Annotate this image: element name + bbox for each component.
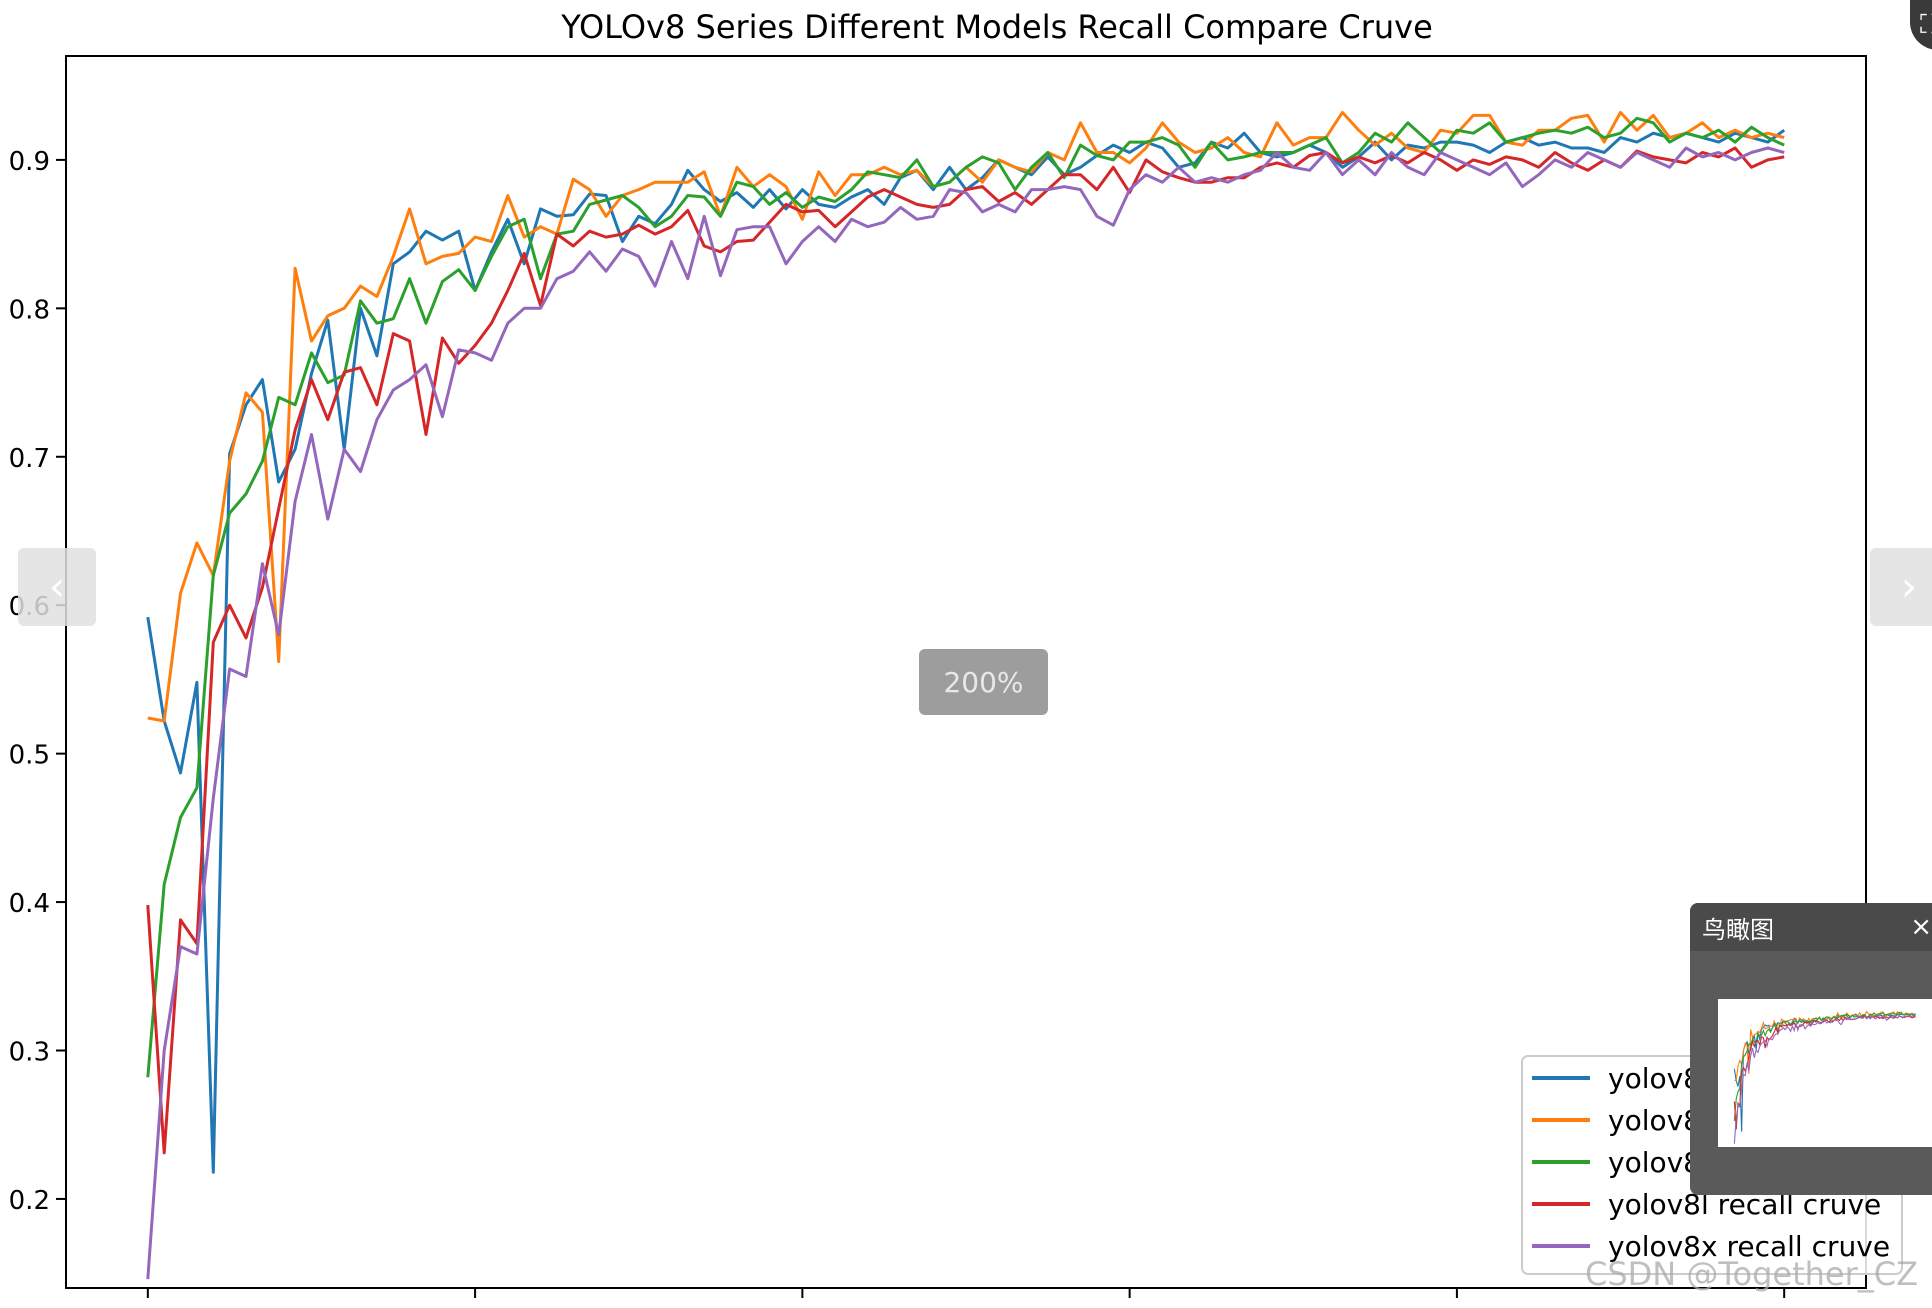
chart-title: YOLOv8 Series Different Models Recall Co… [560, 8, 1433, 46]
y-tick-label: 0.7 [9, 444, 50, 474]
y-axis: 0.20.30.40.50.60.70.80.9 [9, 147, 66, 1216]
chevron-right-icon: › [1901, 564, 1917, 610]
y-tick-label: 0.2 [9, 1186, 50, 1216]
fullscreen-icon: ⛶ [1920, 9, 1932, 40]
thumb-series-line-3 [1733, 1015, 1916, 1130]
birdseye-panel: 鸟瞰图 × [1690, 903, 1932, 1195]
chevron-left-icon: ‹ [49, 564, 65, 610]
next-image-button[interactable]: › [1870, 548, 1932, 626]
series-line-1 [147, 110, 1785, 723]
series-layer [146, 110, 1786, 1280]
x-axis [146, 1288, 1786, 1298]
birdseye-title: 鸟瞰图 [1702, 915, 1774, 944]
series-line-3 [146, 146, 1785, 1155]
thumb-series-line-0 [1733, 1013, 1916, 1132]
thumb-series-line-4 [1733, 1015, 1916, 1144]
thumb-series-line-2 [1733, 1011, 1916, 1121]
series-line-2 [146, 116, 1785, 1078]
y-tick-label: 0.8 [9, 295, 50, 325]
previous-image-button[interactable]: ‹ [18, 548, 96, 626]
birdseye-thumbnail[interactable] [1718, 999, 1932, 1147]
thumb-series-line-1 [1734, 1010, 1916, 1082]
plot-frame [65, 55, 1867, 1289]
watermark: CSDN @Together_CZ [1585, 1255, 1919, 1293]
legend-label: yolov8x recall cruve [1608, 1230, 1890, 1263]
y-tick-label: 0.4 [9, 889, 50, 919]
zoom-level-badge: 200% [919, 649, 1048, 715]
thumbnail-chart [1733, 1010, 1916, 1144]
series-line-4 [146, 146, 1785, 1280]
y-tick-label: 0.9 [9, 147, 50, 177]
y-tick-label: 0.3 [9, 1038, 50, 1068]
birdseye-header: 鸟瞰图 × [1690, 903, 1932, 951]
close-icon[interactable]: × [1910, 912, 1932, 942]
y-tick-label: 0.5 [9, 741, 50, 771]
fullscreen-button[interactable]: ⛶ [1910, 0, 1932, 50]
